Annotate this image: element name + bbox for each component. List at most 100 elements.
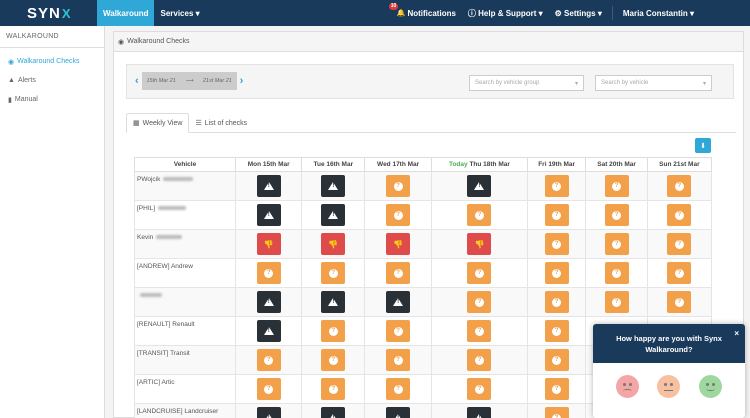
check-defect-button[interactable] [256,204,281,226]
check-missing-button[interactable]: ? [604,175,629,197]
check-missing-button[interactable]: ? [604,291,629,313]
check-missing-button[interactable]: ? [467,291,492,313]
vehicle-cell: Kevin [134,229,236,259]
check-missing-button[interactable]: ? [544,291,569,313]
date-navigator: ‹ 15th Mar 21 ⟶ 21st Mar 21 › [135,72,243,90]
check-defect-button[interactable] [321,291,346,313]
check-missing-button[interactable]: ? [386,204,411,226]
warning-icon [328,414,339,418]
check-missing-button[interactable]: ? [604,233,629,255]
vehicle-name[interactable]: [LANDCRUISE] Landcruiser [137,408,219,415]
download-button[interactable]: ⬇ [695,138,711,153]
check-missing-button[interactable]: ? [386,349,411,371]
neutral-face-icon[interactable] [657,375,681,398]
check-defect-button[interactable] [386,291,411,313]
nav-notifications[interactable]: 10 🔔 Notifications [388,3,456,18]
check-missing-button[interactable]: ? [386,262,411,284]
check-defect-button[interactable] [256,320,281,342]
nav-services[interactable]: Services ▾ [160,8,200,18]
synx-logo[interactable]: SYN X [27,4,72,22]
user-circle-icon: ◉ [8,58,15,66]
check-missing-button[interactable]: ? [667,291,692,313]
prev-week-chevron-icon[interactable]: ‹ [135,75,139,87]
check-missing-button[interactable]: ? [467,262,492,284]
check-missing-button[interactable]: ? [544,378,569,400]
check-defect-button[interactable] [321,204,346,226]
check-failed-button[interactable]: 👎 [321,233,346,255]
check-missing-button[interactable]: ? [386,320,411,342]
check-missing-button[interactable]: ? [321,378,346,400]
check-defect-button[interactable] [256,175,281,197]
happy-face-icon[interactable] [698,375,722,398]
check-defect-button[interactable] [321,175,346,197]
check-missing-button[interactable]: ? [467,378,492,400]
check-failed-button[interactable]: 👎 [256,233,281,255]
check-missing-button[interactable]: ? [256,349,281,371]
check-defect-button[interactable] [467,407,492,418]
tab-weekly-view[interactable]: ▦ Weekly View [126,113,190,133]
check-missing-button[interactable]: ? [667,175,692,197]
vehicle-name[interactable]: PWojcik [137,176,161,183]
sidebar-item-alerts[interactable]: ▲ Alerts [8,77,36,84]
status-cell: ? [431,258,528,288]
close-icon[interactable]: × [734,329,739,338]
check-missing-button[interactable]: ? [467,349,492,371]
vehicle-name[interactable]: [PHIL] [137,205,156,212]
check-missing-button[interactable]: ? [256,262,281,284]
table-row: [ARTIC] Artic????? [134,374,713,404]
vehicle-name[interactable]: Kevin [137,234,154,241]
bell-icon: 🔔 [396,10,406,17]
check-missing-button[interactable]: ? [321,320,346,342]
check-missing-button[interactable]: ? [386,175,411,197]
check-missing-button[interactable]: ? [544,349,569,371]
nav-settings[interactable]: ⚙ Settings ▾ [554,8,602,18]
check-missing-button[interactable]: ? [386,378,411,400]
check-missing-button[interactable]: ? [321,262,346,284]
check-missing-button[interactable]: ? [544,262,569,284]
check-missing-button[interactable]: ? [667,204,692,226]
vehicle-name[interactable]: [TRANSIT] Transit [137,350,190,357]
check-missing-button[interactable]: ? [667,233,692,255]
chevron-down-icon: ▾ [702,80,706,87]
vehicle-name[interactable]: [ANDREW] Andrew [137,263,193,270]
check-failed-button[interactable]: 👎 [386,233,411,255]
vehicle-name[interactable]: [RENAULT] Renault [137,321,195,328]
check-defect-button[interactable] [256,291,281,313]
check-missing-button[interactable]: ? [544,233,569,255]
vehicle-group-select[interactable]: Search by vehicle group ▾ [469,75,584,91]
view-tabs: ▦ Weekly View ☰ List of checks [126,113,736,133]
check-missing-button[interactable]: ? [544,175,569,197]
column-header-day: Tue 16th Mar [301,157,366,172]
check-defect-button[interactable] [321,407,346,418]
check-missing-button[interactable]: ? [544,204,569,226]
status-cell: ? [431,200,528,230]
column-header-day: Sat 20th Mar [585,157,648,172]
check-missing-button[interactable]: ? [667,262,692,284]
vehicle-select[interactable]: Search by vehicle ▾ [595,75,712,91]
nav-walkaround[interactable]: Walkaround [97,0,155,26]
check-defect-button[interactable] [467,175,492,197]
check-missing-button[interactable]: ? [604,204,629,226]
check-missing-button[interactable]: ? [604,262,629,284]
vehicle-name[interactable]: [ARTIC] Artic [137,379,175,386]
next-week-chevron-icon[interactable]: › [239,75,244,87]
sidebar-item-walkaround-checks[interactable]: ◉ Walkaround Checks [8,58,80,66]
nav-help-support[interactable]: ⓘ Help & Support ▾ [467,8,543,18]
nav-user-menu[interactable]: Maria Constantin ▾ [622,8,694,18]
check-missing-button[interactable]: ? [321,349,346,371]
check-missing-button[interactable]: ? [544,407,569,418]
check-missing-button[interactable]: ? [256,378,281,400]
check-missing-button[interactable]: ? [544,320,569,342]
check-missing-button[interactable]: ? [467,204,492,226]
sidebar-item-manual[interactable]: ▮ Manual [8,96,38,104]
chevron-down-icon: ▾ [538,8,543,18]
check-defect-button[interactable] [256,407,281,418]
status-cell [234,316,303,346]
tab-list-of-checks[interactable]: ☰ List of checks [195,119,248,128]
check-defect-button[interactable] [386,407,411,418]
status-cell: ? [526,403,587,418]
date-range-picker[interactable]: 15th Mar 21 ⟶ 21st Mar 21 [141,72,237,90]
check-failed-button[interactable]: 👎 [467,233,492,255]
sad-face-icon[interactable] [616,375,640,398]
check-missing-button[interactable]: ? [467,320,492,342]
